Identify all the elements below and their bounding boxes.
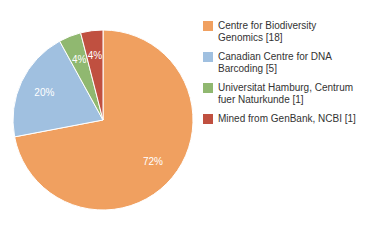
svg-text:4%: 4% (72, 54, 87, 65)
html-text:Mined from GenBank, NCBI [1]: Mined from GenBank, NCBI [1] (218, 113, 356, 124)
html-text:Universitat Hamburg, Centrum: Universitat Hamburg, Centrum (218, 82, 353, 93)
html-text:Genomics [18]: Genomics [18] (218, 32, 283, 43)
html-text:Canadian Centre for DNA: Canadian Centre for DNA (218, 51, 332, 62)
svg-text:72%: 72% (143, 156, 163, 167)
html-text:fuer Naturkunde [1]: fuer Naturkunde [1] (218, 94, 304, 105)
svg-text:20%: 20% (34, 87, 54, 98)
html-text:Centre for Biodiversity: Centre for Biodiversity (218, 20, 317, 31)
svg-text:4%: 4% (88, 50, 103, 61)
html-text:Barcoding [5]: Barcoding [5] (218, 63, 277, 74)
